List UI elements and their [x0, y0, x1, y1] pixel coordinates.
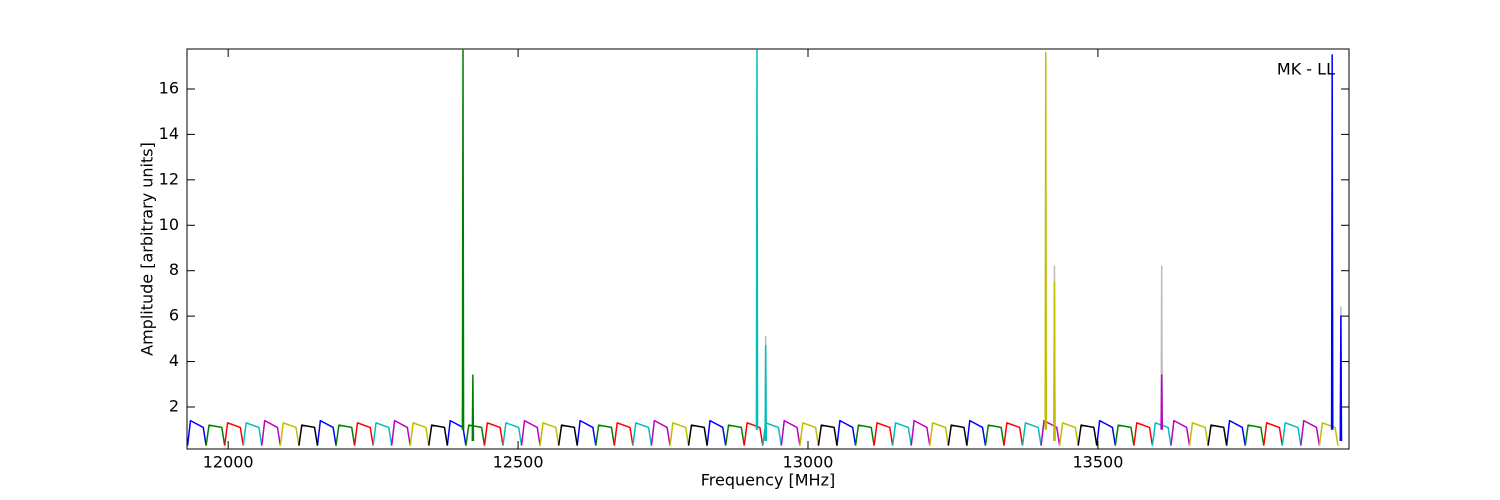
series-line [261, 419, 1321, 446]
y-axis-label: Amplitude [arbitrary units] [138, 142, 157, 356]
series-line [1330, 54, 1343, 442]
plot-area [187, 49, 1343, 446]
x-tick-label: 13500 [1072, 453, 1123, 472]
y-tick-label: 4 [169, 351, 179, 370]
series-line [1044, 51, 1056, 442]
series-line [187, 419, 1246, 446]
series-line [461, 49, 475, 442]
series-line [223, 422, 1284, 446]
series-line [205, 424, 1265, 446]
series-line [298, 424, 1228, 446]
y-tick-label: 14 [159, 124, 179, 143]
series-line [279, 422, 1339, 446]
x-axis-label: Frequency [MHz] [701, 471, 835, 490]
series-line [755, 49, 768, 442]
y-tick-label: 10 [159, 215, 179, 234]
annotation: MK - LL [1277, 60, 1335, 79]
x-tick-label: 12000 [203, 453, 254, 472]
y-tick-label: 2 [169, 396, 179, 415]
x-tick-label: 12500 [493, 453, 544, 472]
y-tick-label: 16 [159, 78, 179, 97]
series-line [764, 265, 1343, 442]
series-line [1160, 374, 1164, 430]
y-tick-label: 12 [159, 169, 179, 188]
y-tick-label: 6 [169, 306, 179, 325]
y-tick-label: 8 [169, 260, 179, 279]
plot-frame [186, 48, 1350, 450]
x-tick-label: 13000 [783, 453, 834, 472]
